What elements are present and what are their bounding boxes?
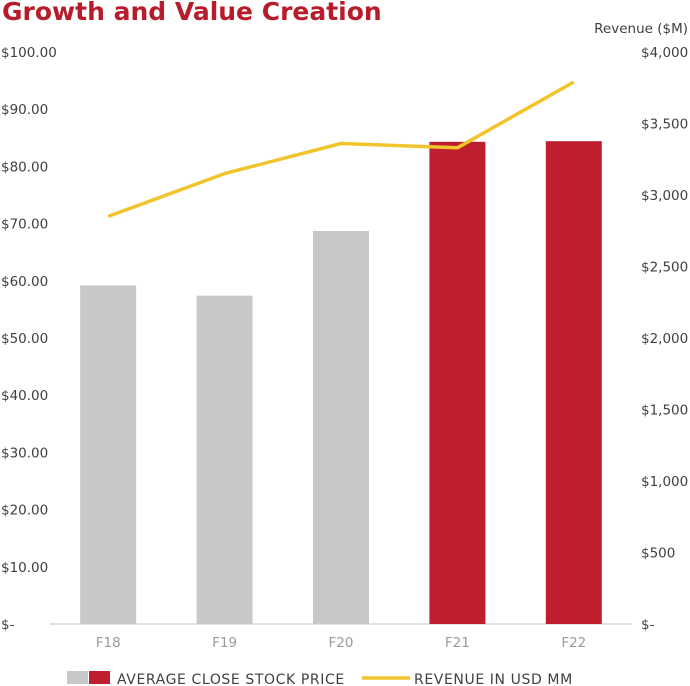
bar-f22 [545,141,602,624]
left-axis: $100.00 $90.00 $80.00 $70.00 $60.00 $50.00 $40… [1,45,57,633]
revenue-line [107,80,575,219]
left-axis-tick: $40.00 [1,388,48,404]
x-axis-tick: F19 [212,635,237,651]
right-axis-tick: $1,000 [641,474,688,490]
right-axis-tick: $3,500 [641,117,688,133]
legend-label-stock-price: AVERAGE CLOSE STOCK PRICE [117,672,345,686]
left-axis-tick: $80.00 [1,159,48,175]
chart-title: Growth and Value Creation [2,0,382,26]
right-axis-title: Revenue ($M) [594,21,688,37]
bar-f18 [80,285,137,624]
left-axis-tick: $70.00 [1,217,48,233]
x-axis-tick: F20 [329,635,354,651]
left-axis-tick: $100.00 [1,45,57,61]
left-axis-tick: $20.00 [1,503,48,519]
right-axis-tick: $500 [641,546,675,562]
bar-f19 [196,295,253,624]
x-axis-tick: F22 [561,635,586,651]
legend: AVERAGE CLOSE STOCK PRICE REVENUE IN USD… [67,671,573,686]
right-axis-tick: $3,000 [641,188,688,204]
right-axis-tick: $- [641,617,655,633]
right-axis-tick: $2,000 [641,331,688,347]
left-axis-tick: $10.00 [1,560,48,576]
bar-f20 [313,231,369,624]
left-axis-tick: $30.00 [1,445,48,461]
x-axis-tick: F21 [445,635,470,651]
legend-label-revenue: REVENUE IN USD MM [414,672,573,686]
bar-f21 [429,141,486,625]
left-axis-tick: $90.00 [1,102,48,118]
right-axis-tick: $2,500 [641,260,688,276]
bar-series [80,141,602,625]
x-axis: F18 F19 F20 F21 F22 [96,635,587,651]
left-axis-tick: $- [1,617,15,633]
legend-swatch-red [89,671,110,684]
x-axis-tick: F18 [96,635,121,651]
legend-swatch-gray [67,671,88,684]
right-axis: $4,000 $3,500 $3,000 $2,500 $2,000 $1,500 $1,0… [641,45,688,633]
left-axis-tick: $60.00 [1,274,48,290]
left-axis-tick: $50.00 [1,331,48,347]
right-axis-tick: $4,000 [641,45,688,61]
right-axis-tick: $1,500 [641,403,688,419]
